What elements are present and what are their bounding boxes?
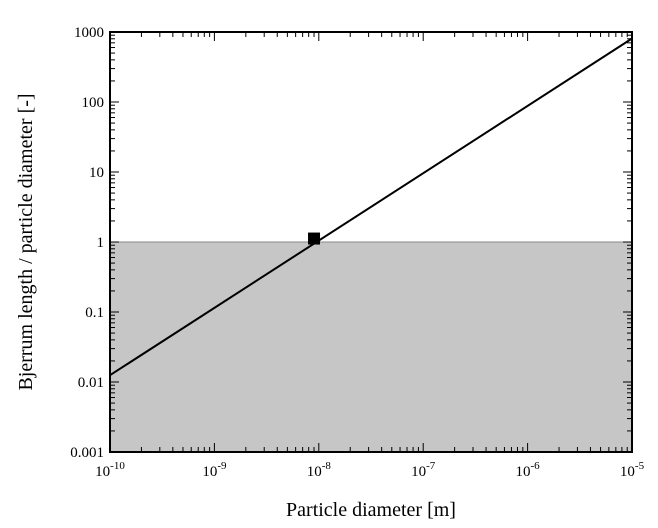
- y-tick-label: 10: [89, 165, 104, 181]
- x-tick-label: 10-6: [516, 460, 541, 480]
- plot-frame: [109, 31, 633, 453]
- x-tick-label: 10-8: [307, 460, 332, 480]
- shaded-region: [110, 242, 632, 452]
- x-tick-labels: 10-10 10-9 10-8 10-7 10-6 10-5: [95, 460, 644, 480]
- x-tick-label: 10-10: [95, 460, 125, 480]
- y-tick-label: 0.001: [70, 445, 104, 461]
- y-tick-label: 100: [82, 95, 105, 111]
- x-tick-label: 10-5: [620, 460, 645, 480]
- x-tick-label: 10-7: [411, 460, 436, 480]
- y-tick-label: 0.1: [85, 305, 104, 321]
- y-axis-label: Bjerrum length / particle diameter [-]: [15, 93, 37, 390]
- y-tick-labels: 0.001 0.01 0.1 1 10 100 1000: [70, 25, 104, 461]
- y-tick-label: 1000: [74, 25, 104, 41]
- y-tick-label: 1: [97, 235, 105, 251]
- x-axis-label: Particle diameter [m]: [286, 499, 456, 521]
- series-line: [109, 37, 633, 377]
- x-tick-label: 10-9: [202, 460, 227, 480]
- data-marker: [308, 232, 321, 245]
- y-tick-label: 0.01: [78, 375, 104, 391]
